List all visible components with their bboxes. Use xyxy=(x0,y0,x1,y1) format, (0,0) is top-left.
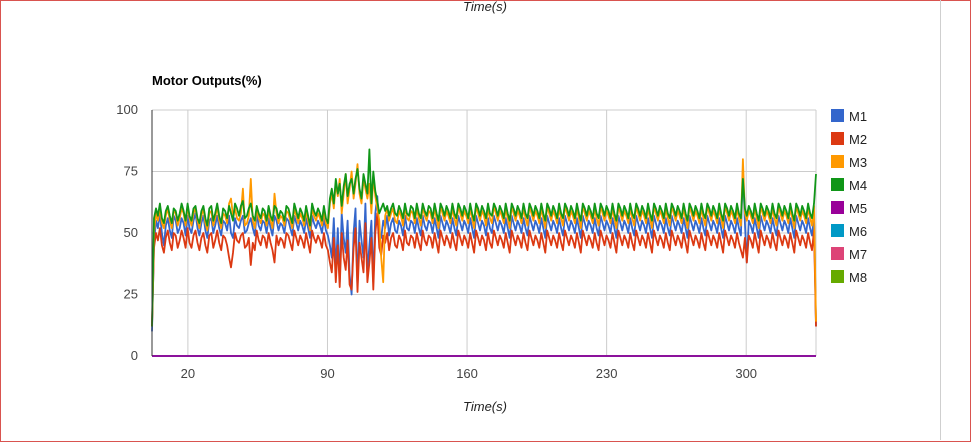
series-line-m4 xyxy=(151,148,817,327)
series-line-m3 xyxy=(151,158,817,327)
x-tick-label: 300 xyxy=(735,366,757,381)
legend-item-m5[interactable]: M5 xyxy=(831,201,867,216)
series-layer xyxy=(151,148,817,357)
chart-title: Motor Outputs(%) xyxy=(152,73,262,88)
x-axis-title: Time(s) xyxy=(463,399,507,414)
legend-label: M2 xyxy=(849,132,867,147)
legend-label: M5 xyxy=(849,201,867,216)
legend-swatch xyxy=(831,270,844,283)
y-tick-label: 0 xyxy=(131,348,138,363)
legend-item-m1[interactable]: M1 xyxy=(831,109,867,124)
y-tick-label: 100 xyxy=(116,102,138,117)
legend-swatch xyxy=(831,132,844,145)
x-tick-label: 230 xyxy=(596,366,618,381)
legend-label: M6 xyxy=(849,224,867,239)
legend-label: M1 xyxy=(849,109,867,124)
legend-item-m8[interactable]: M8 xyxy=(831,270,867,285)
legend-swatch xyxy=(831,201,844,214)
legend: M1 M2 M3 M4 M5 M6 M7 M8 xyxy=(831,109,867,285)
legend-label: M7 xyxy=(849,247,867,262)
legend-item-m4[interactable]: M4 xyxy=(831,178,867,193)
y-tick-label: 75 xyxy=(124,164,138,179)
legend-item-m6[interactable]: M6 xyxy=(831,224,867,239)
series-line-m2 xyxy=(151,212,817,327)
frame-divider xyxy=(940,0,941,440)
legend-label: M4 xyxy=(849,178,867,193)
legend-swatch xyxy=(831,178,844,191)
y-tick-label: 25 xyxy=(124,287,138,302)
legend-swatch xyxy=(831,224,844,237)
y-tick-label: 50 xyxy=(124,225,138,240)
x-tick-label: 20 xyxy=(181,366,195,381)
legend-swatch xyxy=(831,155,844,168)
legend-item-m2[interactable]: M2 xyxy=(831,132,867,147)
legend-swatch xyxy=(831,109,844,122)
top-x-axis-title: Time(s) xyxy=(463,0,507,14)
x-tick-label: 160 xyxy=(456,366,478,381)
x-tick-label: 90 xyxy=(320,366,334,381)
axes: 0 25 50 75 100 20 90 160 230 300 xyxy=(116,102,757,381)
legend-label: M3 xyxy=(849,155,867,170)
series-line-m1 xyxy=(151,168,817,332)
legend-label: M8 xyxy=(849,270,867,285)
legend-item-m3[interactable]: M3 xyxy=(831,155,867,170)
legend-item-m7[interactable]: M7 xyxy=(831,247,867,262)
legend-swatch xyxy=(831,247,844,260)
